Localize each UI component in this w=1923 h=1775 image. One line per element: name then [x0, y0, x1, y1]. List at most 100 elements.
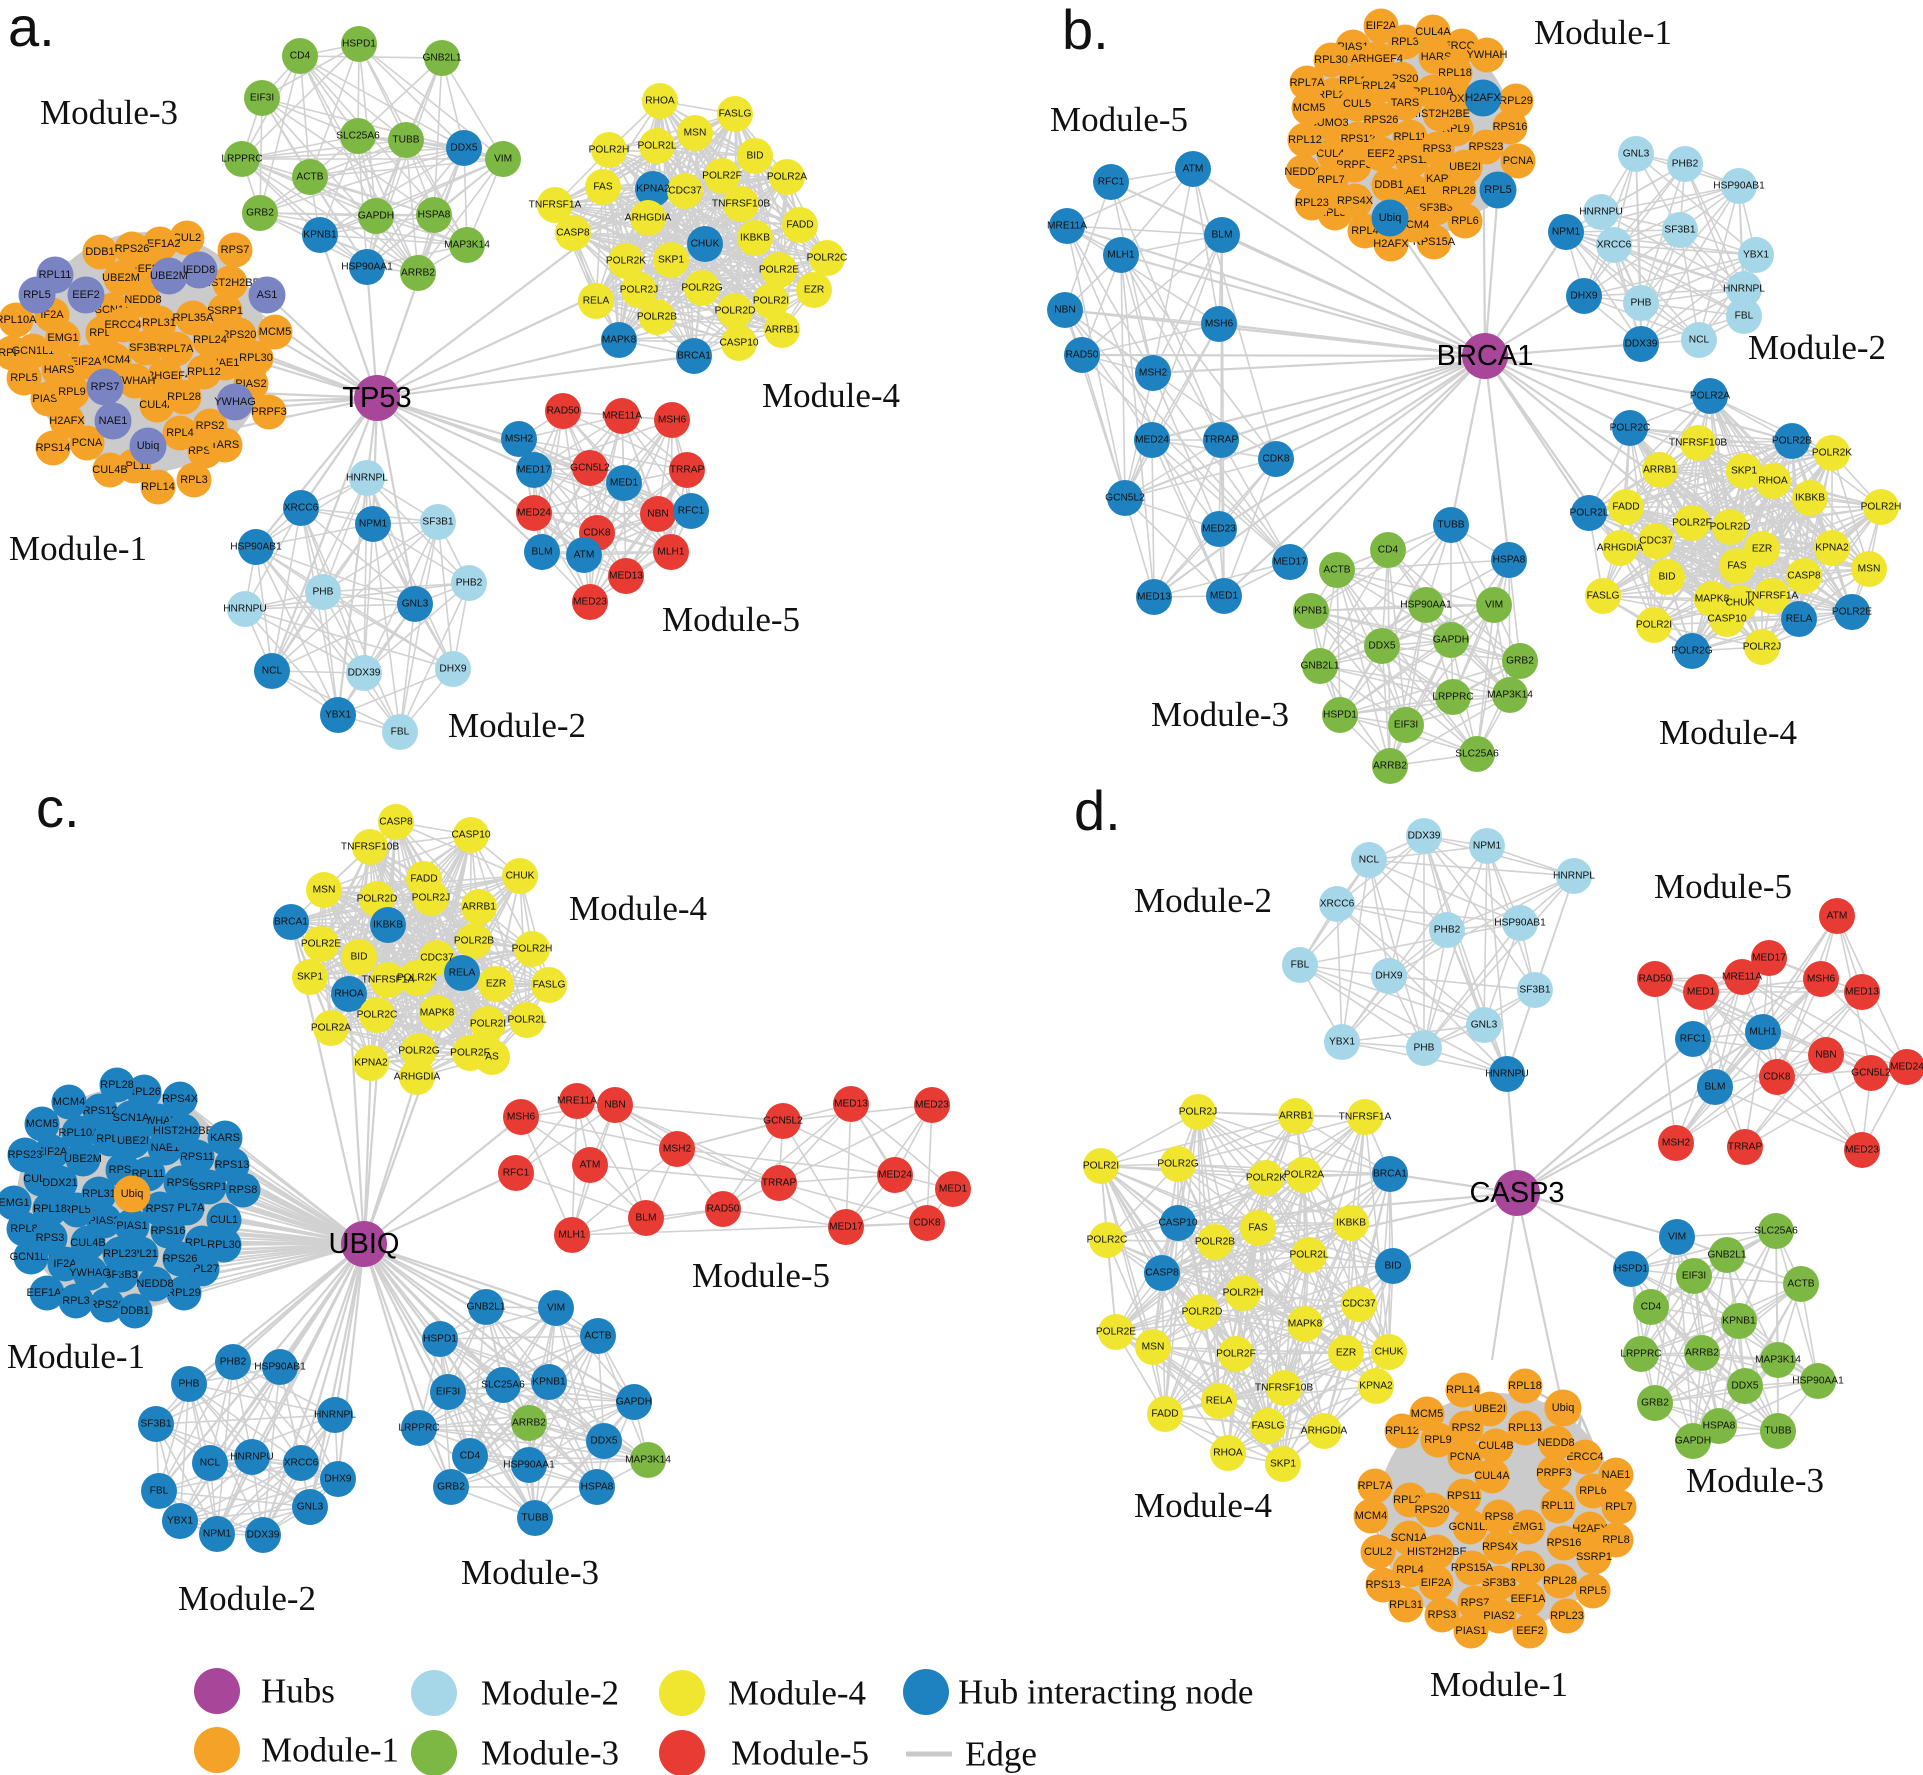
- svg-text:c.: c.: [36, 776, 80, 839]
- svg-text:MED24: MED24: [878, 1170, 912, 1181]
- svg-text:POLR2F: POLR2F: [1216, 1349, 1256, 1360]
- svg-text:POLR2G: POLR2G: [1671, 646, 1712, 657]
- svg-text:MAP3K14: MAP3K14: [1487, 690, 1533, 701]
- svg-text:EIF2A: EIF2A: [71, 356, 102, 368]
- svg-text:Hubs: Hubs: [261, 1672, 335, 1711]
- svg-text:HIST2H2BE: HIST2H2BE: [1407, 1546, 1467, 1558]
- svg-text:POLR2L: POLR2L: [1569, 508, 1608, 519]
- svg-text:CD4: CD4: [1378, 545, 1399, 556]
- svg-text:POLR2C: POLR2C: [357, 1010, 398, 1021]
- svg-text:ARRB2: ARRB2: [1685, 1348, 1719, 1359]
- svg-text:NPM1: NPM1: [203, 1529, 232, 1540]
- svg-text:UBE2M: UBE2M: [102, 272, 140, 284]
- svg-text:MSH6: MSH6: [1205, 319, 1234, 330]
- svg-text:GCN1L1: GCN1L1: [1449, 1521, 1492, 1533]
- svg-text:Module-1: Module-1: [7, 1337, 145, 1376]
- svg-text:MCM4: MCM4: [98, 354, 130, 366]
- svg-text:RPL24: RPL24: [193, 334, 227, 346]
- svg-text:GAPDH: GAPDH: [1433, 635, 1469, 646]
- svg-text:LRPPRC: LRPPRC: [1620, 1349, 1661, 1360]
- svg-text:RPL18: RPL18: [1508, 1380, 1542, 1392]
- svg-text:RPL10A: RPL10A: [0, 314, 37, 326]
- svg-text:Ubiq: Ubiq: [121, 1188, 144, 1200]
- svg-text:RPL28: RPL28: [1543, 1575, 1577, 1587]
- svg-text:MSH2: MSH2: [1139, 368, 1168, 379]
- svg-text:GNB2L1: GNB2L1: [422, 53, 461, 64]
- svg-text:MSH6: MSH6: [1807, 974, 1836, 985]
- svg-text:ATM: ATM: [1827, 911, 1848, 922]
- svg-text:IKBKB: IKBKB: [1795, 493, 1825, 504]
- svg-text:RPL18: RPL18: [33, 1203, 67, 1215]
- svg-text:RPL7A: RPL7A: [159, 343, 195, 355]
- svg-text:EZR: EZR: [486, 979, 506, 990]
- svg-text:ARRB2: ARRB2: [401, 268, 435, 279]
- svg-text:RPL12: RPL12: [187, 366, 221, 378]
- svg-text:Module-5: Module-5: [1050, 100, 1188, 139]
- svg-text:POLR2B: POLR2B: [454, 936, 494, 947]
- svg-text:RPL4: RPL4: [1351, 225, 1379, 237]
- svg-text:EIF3I: EIF3I: [436, 1387, 460, 1398]
- svg-text:RPL23: RPL23: [1295, 197, 1329, 209]
- svg-text:CASP10: CASP10: [1158, 1218, 1197, 1229]
- svg-text:FAS: FAS: [593, 182, 612, 193]
- svg-text:RPS11: RPS11: [180, 1151, 214, 1163]
- svg-text:HSP90AB1: HSP90AB1: [254, 1362, 306, 1373]
- svg-text:MRE11A: MRE11A: [602, 411, 642, 422]
- svg-text:Module-2: Module-2: [1134, 881, 1272, 920]
- svg-text:TNFRSF10B: TNFRSF10B: [1669, 438, 1728, 449]
- svg-text:TNFRSF1A: TNFRSF1A: [529, 200, 582, 211]
- svg-text:FAS: FAS: [1727, 561, 1746, 572]
- svg-text:PIAS1: PIAS1: [1455, 1625, 1486, 1637]
- svg-text:POLR2G: POLR2G: [1157, 1159, 1198, 1170]
- svg-text:POLR2F: POLR2F: [1672, 518, 1712, 529]
- svg-text:MRE11A: MRE11A: [1722, 972, 1762, 983]
- svg-text:EIF2A: EIF2A: [37, 1146, 68, 1158]
- svg-text:VIM: VIM: [494, 154, 512, 165]
- svg-text:CUL4B: CUL4B: [70, 1237, 105, 1249]
- svg-text:POLR2E: POLR2E: [1832, 607, 1872, 618]
- svg-text:UBE2M: UBE2M: [150, 270, 188, 282]
- svg-text:HIST2H2BE: HIST2H2BE: [200, 277, 260, 289]
- svg-text:HNRNPU: HNRNPU: [223, 604, 267, 615]
- svg-text:NPM1: NPM1: [1473, 841, 1502, 852]
- svg-text:ARRB2: ARRB2: [512, 1418, 546, 1429]
- svg-text:RPL14: RPL14: [141, 481, 175, 493]
- svg-text:MSN: MSN: [1142, 1342, 1165, 1353]
- svg-text:CASP10: CASP10: [451, 830, 490, 841]
- svg-text:MED1: MED1: [1687, 987, 1716, 998]
- svg-text:CUL1: CUL1: [210, 1214, 238, 1226]
- svg-text:SSRP1: SSRP1: [207, 305, 243, 317]
- svg-text:ATM: ATM: [580, 1160, 601, 1171]
- svg-text:Module-3: Module-3: [481, 1734, 619, 1773]
- svg-text:RPL13: RPL13: [1508, 1422, 1542, 1434]
- svg-text:EZR: EZR: [1752, 544, 1772, 555]
- svg-text:HNRNPU: HNRNPU: [230, 1452, 274, 1463]
- svg-text:KPNB1: KPNB1: [532, 1377, 566, 1388]
- svg-text:CHUK: CHUK: [691, 239, 720, 250]
- svg-text:RPS2: RPS2: [196, 420, 225, 432]
- svg-text:MLH1: MLH1: [657, 547, 685, 558]
- svg-text:RELA: RELA: [1786, 614, 1813, 625]
- svg-text:NEDD8: NEDD8: [124, 294, 161, 306]
- svg-text:FBL: FBL: [150, 1486, 169, 1497]
- svg-text:LRPPRC: LRPPRC: [221, 154, 262, 165]
- svg-text:TUBB: TUBB: [392, 135, 419, 146]
- svg-text:Ubiq: Ubiq: [1552, 1402, 1575, 1414]
- svg-text:XRCC6: XRCC6: [284, 1458, 319, 1469]
- svg-text:FBL: FBL: [391, 727, 410, 738]
- svg-text:RAD50: RAD50: [707, 1204, 740, 1215]
- svg-text:DDB1: DDB1: [1374, 179, 1403, 191]
- svg-text:MAPK8: MAPK8: [420, 1008, 455, 1019]
- svg-text:GCN5L2: GCN5L2: [570, 463, 610, 474]
- svg-text:SF3B3: SF3B3: [1482, 1577, 1516, 1589]
- svg-text:MSN: MSN: [684, 128, 707, 139]
- svg-text:EEF2: EEF2: [1516, 1625, 1544, 1637]
- svg-text:Module-2: Module-2: [178, 1579, 316, 1618]
- svg-text:SF3B1: SF3B1: [140, 1419, 171, 1430]
- svg-text:RPL3: RPL3: [62, 1295, 90, 1307]
- svg-text:EMG1: EMG1: [0, 1197, 30, 1209]
- svg-text:POLR2D: POLR2D: [1710, 522, 1751, 533]
- svg-text:EEF2: EEF2: [72, 289, 100, 301]
- svg-text:RPL35A: RPL35A: [173, 312, 215, 324]
- svg-text:RPL4: RPL4: [166, 427, 194, 439]
